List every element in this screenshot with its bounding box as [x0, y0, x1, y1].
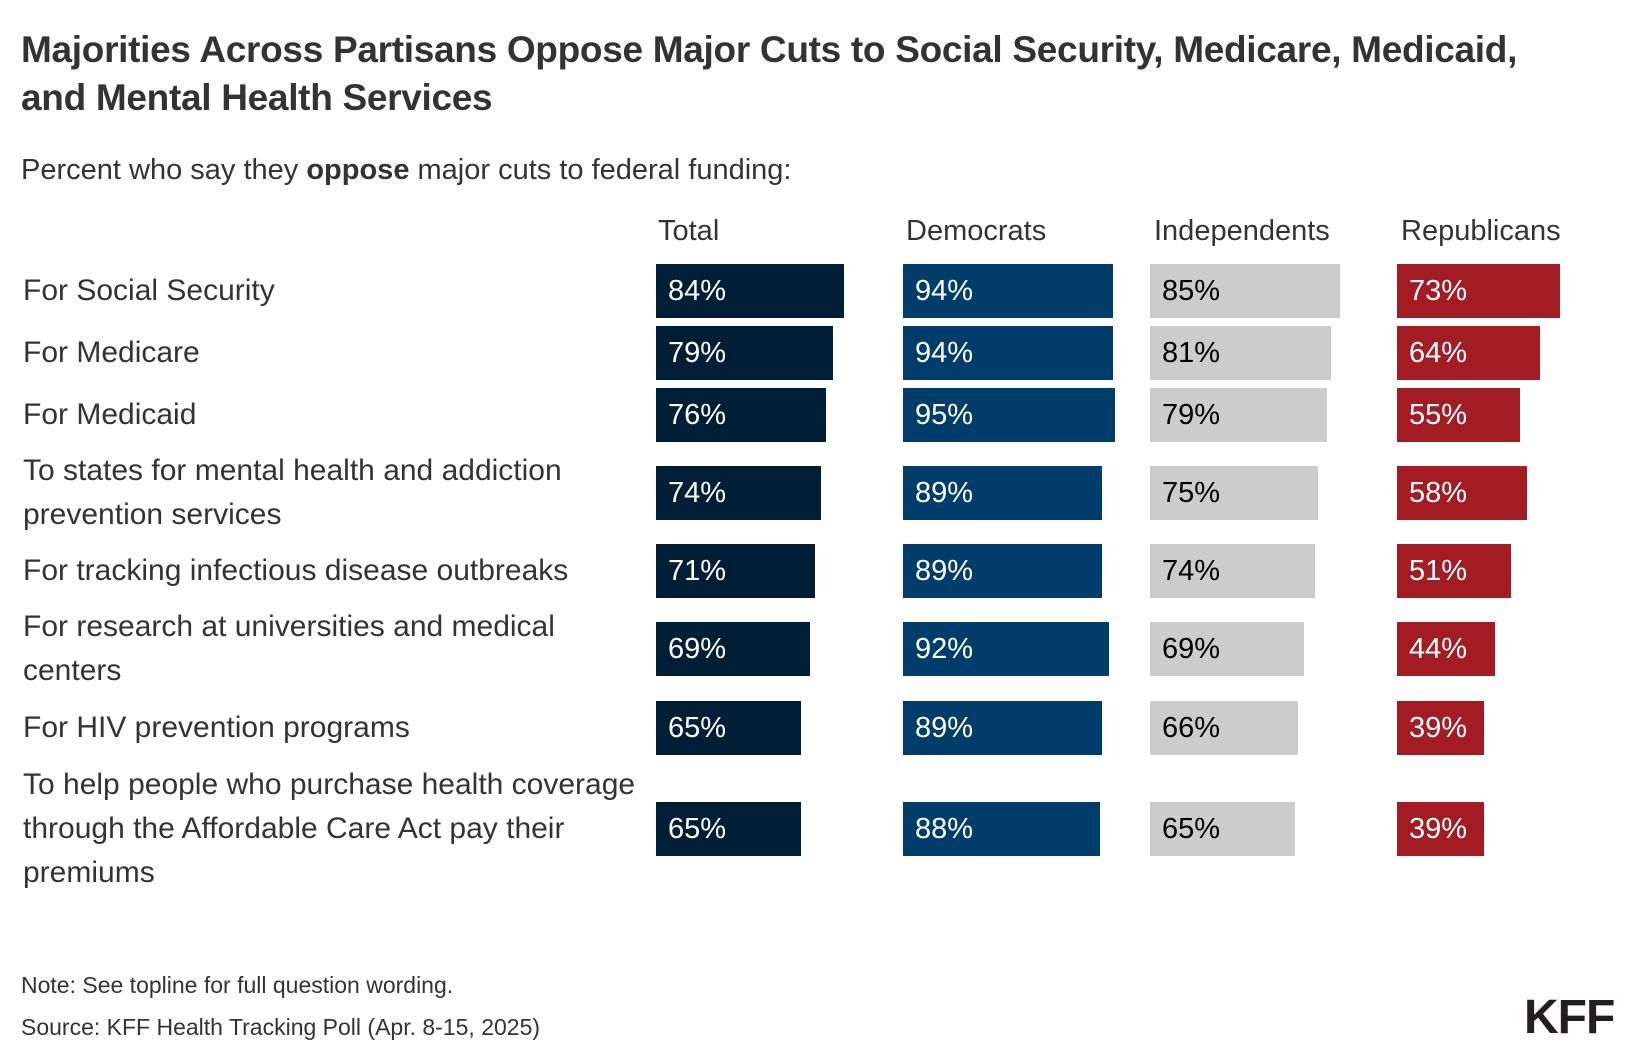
- data-label: 79%: [668, 336, 727, 369]
- data-label: 65%: [1162, 812, 1221, 845]
- category-label: For Medicaid: [23, 398, 197, 431]
- data-label: 44%: [1409, 632, 1468, 665]
- kff-logo: KFF: [1524, 991, 1615, 1044]
- bar-total: 74%: [656, 466, 822, 520]
- data-label: 71%: [668, 554, 727, 587]
- category-label: To states for mental health and addictio…: [23, 454, 562, 531]
- column-header-democrats: Democrats: [906, 215, 1047, 247]
- bar-democrats: 94%: [903, 326, 1114, 380]
- bar-total: 76%: [656, 388, 826, 442]
- bar-independents: 65%: [1150, 802, 1296, 856]
- data-label: 75%: [1162, 476, 1221, 509]
- bar-independents: 75%: [1150, 466, 1318, 520]
- data-label: 74%: [668, 476, 727, 509]
- bar-independents: 69%: [1150, 622, 1305, 676]
- data-label: 58%: [1409, 476, 1468, 509]
- bar-republicans: 58%: [1397, 466, 1527, 520]
- category-label: To help people who purchase health cover…: [23, 768, 636, 889]
- data-label: 66%: [1162, 711, 1221, 744]
- data-label: 39%: [1409, 711, 1468, 744]
- bar-total: 84%: [656, 264, 844, 318]
- bar-independents: 85%: [1150, 264, 1340, 318]
- bar-total: 71%: [656, 544, 815, 598]
- bar-democrats: 88%: [903, 802, 1100, 856]
- subtitle-text-pre: Percent who say they: [21, 154, 307, 186]
- bar-democrats: 94%: [903, 264, 1114, 318]
- data-label: 73%: [1409, 274, 1468, 307]
- data-label: 94%: [915, 336, 974, 369]
- chart-source: Source: KFF Health Tracking Poll (Apr. 8…: [21, 1014, 541, 1040]
- bar-total: 65%: [656, 701, 802, 755]
- bar-democrats: 89%: [903, 701, 1102, 755]
- data-label: 81%: [1162, 336, 1221, 369]
- chart-note: Note: See topline for full question word…: [21, 972, 454, 998]
- data-label: 69%: [668, 632, 727, 665]
- category-label: For tracking infectious disease outbreak…: [23, 554, 569, 587]
- chart-subtitle: Percent who say they oppose major cuts t…: [21, 150, 792, 190]
- bar-democrats: 89%: [903, 466, 1102, 520]
- bar-republicans: 51%: [1397, 544, 1511, 598]
- data-label: 74%: [1162, 554, 1221, 587]
- bar-independents: 79%: [1150, 388, 1327, 442]
- bar-democrats: 95%: [903, 388, 1116, 442]
- data-label: 89%: [915, 554, 974, 587]
- bar-democrats: 89%: [903, 544, 1102, 598]
- data-label: 51%: [1409, 554, 1468, 587]
- data-label: 94%: [915, 274, 974, 307]
- subtitle-emphasis: oppose: [306, 154, 410, 186]
- column-header-republicans: Republicans: [1401, 215, 1561, 247]
- data-label: 76%: [668, 398, 727, 431]
- data-label: 89%: [915, 476, 974, 509]
- data-label: 64%: [1409, 336, 1468, 369]
- data-label: 89%: [915, 711, 974, 744]
- data-label: 84%: [668, 274, 727, 307]
- data-label: 39%: [1409, 812, 1468, 845]
- bar-republicans: 73%: [1397, 264, 1561, 318]
- bar-republicans: 44%: [1397, 622, 1496, 676]
- data-label: 69%: [1162, 632, 1221, 665]
- data-label: 88%: [915, 812, 974, 845]
- data-label: 65%: [668, 711, 727, 744]
- column-header-independents: Independents: [1154, 215, 1330, 247]
- subtitle-text-post: major cuts to federal funding:: [409, 154, 792, 186]
- bar-total: 79%: [656, 326, 833, 380]
- bar-republicans: 55%: [1397, 388, 1520, 442]
- data-label: 55%: [1409, 398, 1468, 431]
- category-label: For research at universities and medical…: [23, 610, 555, 687]
- category-label: For Social Security: [23, 274, 275, 307]
- data-label: 95%: [915, 398, 974, 431]
- bar-independents: 66%: [1150, 701, 1298, 755]
- bar-total: 65%: [656, 802, 802, 856]
- category-label: For HIV prevention programs: [23, 711, 410, 744]
- bar-democrats: 92%: [903, 622, 1109, 676]
- column-header-total: Total: [658, 215, 720, 247]
- bar-independents: 74%: [1150, 544, 1316, 598]
- bar-republicans: 39%: [1397, 802, 1485, 856]
- data-label: 79%: [1162, 398, 1221, 431]
- category-label: For Medicare: [23, 336, 200, 369]
- data-label: 85%: [1162, 274, 1221, 307]
- chart-title: Majorities Across Partisans Oppose Major…: [21, 29, 1518, 118]
- data-label: 65%: [668, 812, 727, 845]
- bar-total: 69%: [656, 622, 811, 676]
- bar-independents: 81%: [1150, 326, 1332, 380]
- bar-republicans: 64%: [1397, 326, 1541, 380]
- bar-republicans: 39%: [1397, 701, 1485, 755]
- data-label: 92%: [915, 632, 974, 665]
